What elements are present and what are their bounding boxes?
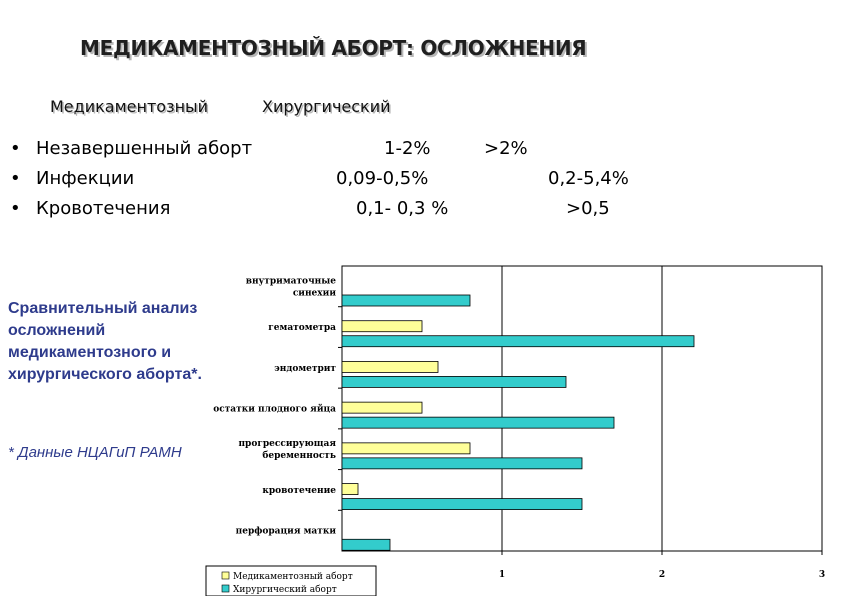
- legend-swatch-surgical: [221, 584, 230, 593]
- legend-swatch-medical: [221, 571, 230, 580]
- medical-rate: 0,09-0,5%: [336, 168, 429, 189]
- surgical-rate: >0,5: [566, 198, 610, 219]
- bullet-marker: •: [10, 138, 21, 159]
- list-item: • Незавершенный аборт 1-2% >2%: [10, 138, 810, 168]
- complications-list: • Незавершенный аборт 1-2% >2% • Инфекци…: [10, 138, 810, 228]
- bar-surgical: [341, 376, 567, 388]
- legend-label-medical: Медикаментозный аборт: [233, 571, 353, 582]
- bar-surgical: [341, 416, 615, 429]
- bar-surgical: [341, 538, 391, 551]
- complication-label: Кровотечения: [36, 198, 171, 219]
- category-label: синехии: [293, 288, 337, 298]
- medical-rate: 0,1- 0,3 %: [356, 198, 449, 219]
- complication-label: Незавершенный аборт: [36, 138, 253, 159]
- category-label: прогрессирующая: [238, 439, 336, 449]
- bar-medical: [341, 361, 439, 373]
- list-item: • Инфекции 0,09-0,5% 0,2-5,4%: [10, 168, 810, 198]
- x-tick-label: 3: [819, 570, 825, 580]
- bar-medical: [341, 320, 423, 333]
- complication-label: Инфекции: [36, 168, 135, 189]
- category-label: остатки плодного яйца: [213, 404, 336, 415]
- bar-medical: [341, 442, 471, 455]
- page-title: МЕДИКАМЕНТОЗНЫЙ АБОРТ: ОСЛОЖНЕНИЯ: [80, 36, 587, 60]
- category-label: перфорация матки: [236, 527, 337, 537]
- bar-surgical: [341, 294, 471, 307]
- bar-surgical: [341, 335, 695, 348]
- x-tick-label: 1: [499, 570, 505, 580]
- category-label: беременность: [262, 450, 336, 461]
- x-tick-label: 2: [659, 570, 665, 580]
- list-item: • Кровотечения 0,1- 0,3 % >0,5: [10, 198, 810, 228]
- legend-box: [205, 565, 377, 596]
- comparative-analysis-note: Сравнительный анализ осложнений медикаме…: [8, 300, 202, 383]
- bar-medical: [341, 401, 423, 414]
- bar-medical: [341, 483, 359, 495]
- bar-surgical: [341, 457, 583, 470]
- bullet-marker: •: [10, 168, 21, 189]
- category-label: гематометра: [268, 323, 336, 333]
- bullet-marker: •: [10, 198, 21, 219]
- source-note: * Данные НЦАГиП РАМН: [8, 444, 182, 461]
- category-label: кровотечение: [262, 486, 336, 496]
- category-label: внутриматочные: [246, 276, 337, 286]
- column-header-surgical: Хирургический: [262, 97, 391, 116]
- bar-surgical: [341, 498, 583, 510]
- surgical-rate: >2%: [484, 138, 528, 159]
- column-header-medical: Медикаментозный: [50, 97, 209, 116]
- legend-label-surgical: Хирургический аборт: [233, 584, 337, 595]
- category-label: эндометрит: [274, 364, 336, 374]
- surgical-rate: 0,2-5,4%: [548, 168, 629, 189]
- medical-rate: 1-2%: [384, 138, 431, 159]
